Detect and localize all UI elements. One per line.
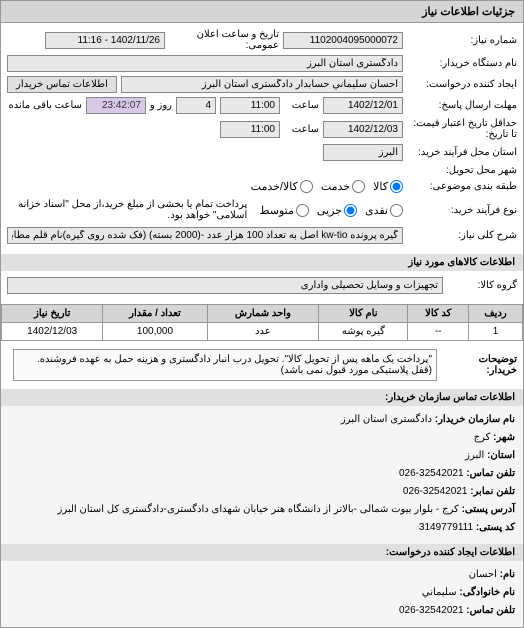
radio-service[interactable] (352, 180, 365, 193)
label-need-desc: شرح کلی نیاز: (407, 230, 517, 241)
row-delivery-city: شهر محل تحویل: (7, 165, 517, 176)
th-unit: واحد شمارش (207, 305, 319, 323)
th-row-num: ردیف (469, 305, 523, 323)
label-category: طبقه بندی موضوعی: (407, 181, 517, 192)
row-process-type: نوع فرآیند خرید: نقدی جزیی متوسط پرداخت … (7, 197, 517, 223)
org-name-line: نام سازمان خریدار: دادگستری استان البرز (9, 412, 515, 428)
radio-medium[interactable] (296, 204, 309, 217)
radio-cash[interactable] (390, 204, 403, 217)
fax-line: تلفن نمابر: 32542021-026 (9, 484, 515, 500)
table-row: 1 -- گیره پوشه عدد 100,000 1402/12/03 (2, 323, 523, 341)
city-line: شهر: کرج (9, 430, 515, 446)
radio-partial[interactable] (344, 204, 357, 217)
table-header-row: ردیف کد کالا نام کالا واحد شمارش تعداد /… (2, 305, 523, 323)
creator-section-header: اطلاعات ایجاد کننده درخواست: (1, 544, 523, 561)
label-response-deadline: مهلت ارسال پاسخ: (407, 100, 517, 111)
label-buyer-notes: توضیحات خریدار: (447, 354, 517, 376)
creator-info-block: نام: احسان نام خانوادگی: سلیماني تلفن تم… (1, 561, 523, 627)
input-validity-time (220, 121, 280, 138)
creator-phone-line: تلفن تماس: 32542021-026 (9, 603, 515, 619)
input-response-time (220, 97, 280, 114)
goods-form-area: گروه کالا: (1, 271, 523, 304)
input-buyer-device (7, 55, 403, 72)
input-days-count (176, 97, 216, 114)
postal-line: کد پستی: 3149779111 (9, 520, 515, 536)
label-remaining: ساعت باقی مانده (9, 100, 82, 111)
row-buyer-device: نام دستگاه خریدار: (7, 55, 517, 72)
row-category: طبقه بندی موضوعی: کالا خدمت کالا/خدمت (7, 180, 517, 193)
buyer-notes-box: "پرداخت یک ماهه پس از تحویل کالا". تحویل… (13, 349, 437, 381)
radio-medium-label[interactable]: متوسط (259, 204, 309, 217)
input-need-number (283, 32, 403, 49)
row-buyer-notes: توضیحات خریدار: "پرداخت یک ماهه پس از تح… (7, 345, 517, 385)
td-unit: عدد (207, 323, 319, 341)
row-creator: ایجاد کننده درخواست: اطلاعات تماس خریدار (7, 76, 517, 93)
td-row-num: 1 (469, 323, 523, 341)
label-validity: حداقل تاریخ اعتبار قیمت: تا تاریخ: (407, 118, 517, 140)
label-time-2: ساعت (284, 124, 319, 135)
input-process-state (323, 144, 403, 161)
radio-cash-label[interactable]: نقدی (365, 204, 403, 217)
input-validity-date (323, 121, 403, 138)
label-buyer-device: نام دستگاه خریدار: (407, 58, 517, 69)
form-area: شماره نیاز: تاریخ و ساعت اعلان عمومی: نا… (1, 23, 523, 254)
input-need-desc (7, 227, 403, 244)
category-radio-group: کالا خدمت کالا/خدمت (251, 180, 403, 193)
address-line: آدرس پستی: کرج - بلوار بیوت شمالی -بالات… (9, 502, 515, 518)
contact-info-block: نام سازمان خریدار: دادگستری استان البرز … (1, 406, 523, 544)
input-goods-group (7, 277, 443, 294)
label-goods-group: گروه کالا: (447, 280, 517, 291)
radio-goods-label[interactable]: کالا (373, 180, 403, 193)
label-delivery-city: شهر محل تحویل: (407, 165, 517, 176)
row-need-desc: شرح کلی نیاز: (7, 227, 517, 244)
th-name: نام کالا (319, 305, 408, 323)
goods-table: ردیف کد کالا نام کالا واحد شمارش تعداد /… (1, 304, 523, 341)
th-code: کد کالا (408, 305, 469, 323)
main-container: جزئیات اطلاعات نیاز شماره نیاز: تاریخ و … (0, 0, 524, 628)
contact-info-button[interactable]: اطلاعات تماس خریدار (7, 76, 117, 93)
row-goods-group: گروه کالا: (7, 277, 517, 294)
process-type-radio-group: نقدی جزیی متوسط (259, 204, 403, 217)
label-creator: ایجاد کننده درخواست: (407, 79, 517, 90)
row-process-state: استان محل فرآیند خرید: (7, 144, 517, 161)
state-line: استان: البرز (9, 448, 515, 464)
creator-name-line: نام: احسان (9, 567, 515, 583)
row-need-number: شماره نیاز: تاریخ و ساعت اعلان عمومی: (7, 29, 517, 51)
td-name: گیره پوشه (319, 323, 408, 341)
radio-both-label[interactable]: کالا/خدمت (251, 180, 313, 193)
label-time-1: ساعت (284, 100, 319, 111)
phone-line: تلفن تماس: 32542021-026 (9, 466, 515, 482)
input-response-date (323, 97, 403, 114)
label-days-and: روز و (150, 100, 172, 111)
th-date: تاریخ نیاز (2, 305, 103, 323)
label-need-number: شماره نیاز: (407, 35, 517, 46)
input-public-date (45, 32, 165, 49)
contact-section-header: اطلاعات تماس سازمان خریدار: (1, 389, 523, 406)
radio-goods[interactable] (390, 180, 403, 193)
radio-service-label[interactable]: خدمت (321, 180, 365, 193)
label-process-type: نوع فرآیند خرید: (407, 205, 517, 216)
goods-section-header: اطلاعات کالاهای مورد نیاز (1, 254, 523, 271)
row-response-deadline: مهلت ارسال پاسخ: ساعت روز و ساعت باقی ما… (7, 97, 517, 114)
payment-note: پرداخت تمام یا بخشی از مبلغ خرید،از محل … (7, 197, 255, 223)
main-section-header: جزئیات اطلاعات نیاز (1, 1, 523, 23)
row-validity: حداقل تاریخ اعتبار قیمت: تا تاریخ: ساعت (7, 118, 517, 140)
radio-partial-label[interactable]: جزیی (317, 204, 357, 217)
input-creator (121, 76, 403, 93)
td-date: 1402/12/03 (2, 323, 103, 341)
input-remaining-time (86, 97, 146, 114)
label-process-state: استان محل فرآیند خرید: (407, 147, 517, 158)
creator-family-line: نام خانوادگی: سلیماني (9, 585, 515, 601)
td-qty: 100,000 (103, 323, 207, 341)
th-qty: تعداد / مقدار (103, 305, 207, 323)
td-code: -- (408, 323, 469, 341)
label-public-date: تاریخ و ساعت اعلان عمومی: (169, 29, 279, 51)
radio-both[interactable] (300, 180, 313, 193)
